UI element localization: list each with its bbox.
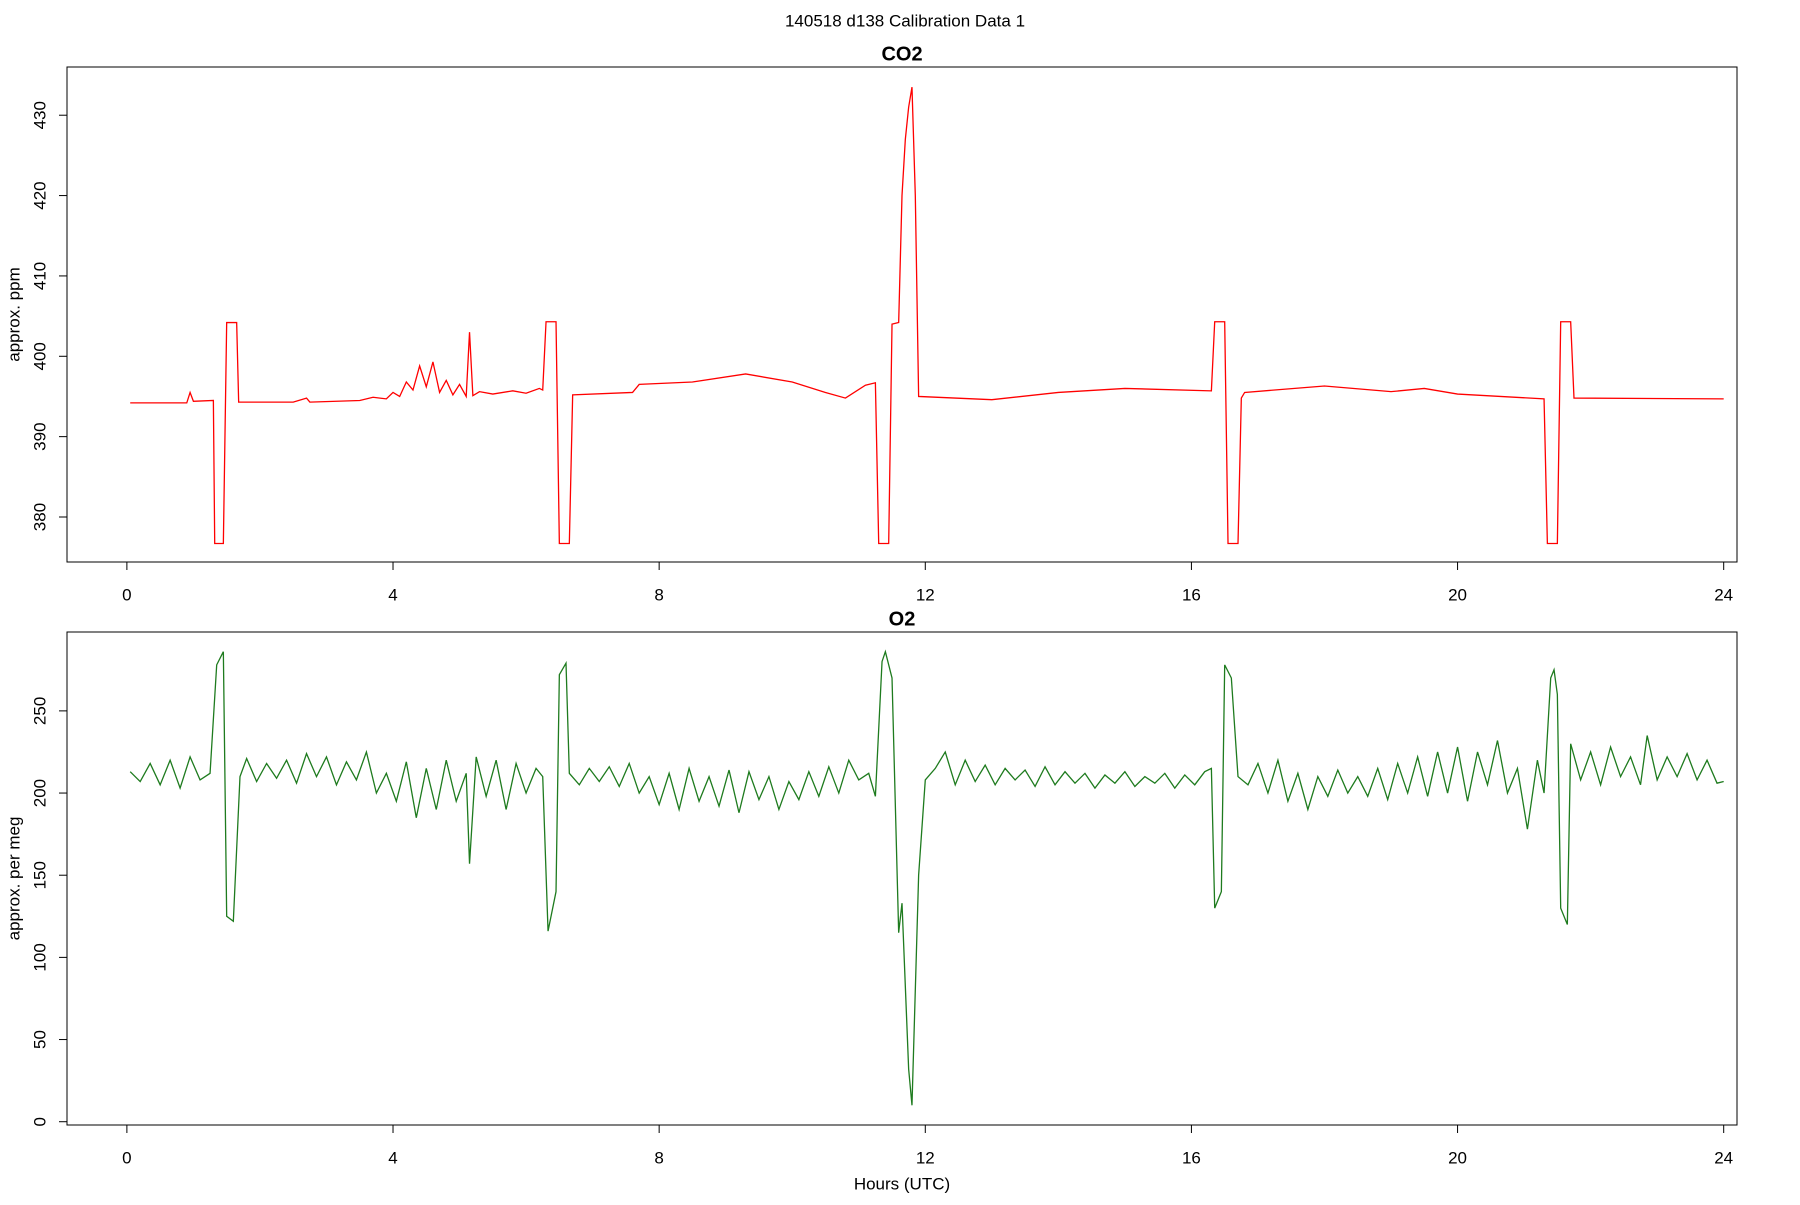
plot-frame (66, 631, 1738, 1126)
x-tick-label: 12 (916, 585, 935, 604)
y-tick-label: 430 (30, 101, 49, 129)
panel-title: CO2 (881, 43, 922, 65)
x-tick-label: 20 (1448, 1148, 1467, 1167)
y-tick-label: 410 (30, 262, 49, 290)
x-tick-label: 8 (654, 585, 663, 604)
x-tick-label: 4 (388, 1148, 397, 1167)
x-tick-label: 24 (1714, 585, 1733, 604)
data-line (129, 649, 1724, 1106)
x-tick-label: 16 (1182, 585, 1201, 604)
y-axis-label: approx. ppm (4, 267, 23, 362)
y-tick-label: 400 (30, 342, 49, 370)
data-line (130, 86, 1724, 545)
y-tick-label: 150 (30, 861, 49, 889)
y-tick-label: 200 (30, 779, 49, 807)
y-tick-label: 390 (30, 422, 49, 450)
plot-frame (66, 66, 1738, 563)
y-tick-label: 100 (30, 943, 49, 971)
x-tick-label: 12 (916, 1148, 935, 1167)
x-tick-label: 0 (122, 585, 131, 604)
y-axis-label: approx. per meg (4, 817, 23, 941)
x-tick-label: 24 (1714, 1148, 1733, 1167)
x-tick-label: 8 (654, 1148, 663, 1167)
y-tick-label: 0 (30, 1117, 49, 1126)
x-tick-label: 16 (1182, 1148, 1201, 1167)
x-tick-label: 20 (1448, 585, 1467, 604)
x-tick-label: 4 (388, 585, 397, 604)
x-axis-label: Hours (UTC) (854, 1174, 950, 1193)
y-tick-label: 380 (30, 503, 49, 531)
figure-title: 140518 d138 Calibration Data 1 (785, 11, 1025, 30)
y-tick-label: 250 (30, 697, 49, 725)
y-tick-label: 50 (30, 1030, 49, 1049)
y-tick-label: 420 (30, 181, 49, 209)
x-tick-label: 0 (122, 1148, 131, 1167)
panel-title: O2 (889, 608, 916, 630)
